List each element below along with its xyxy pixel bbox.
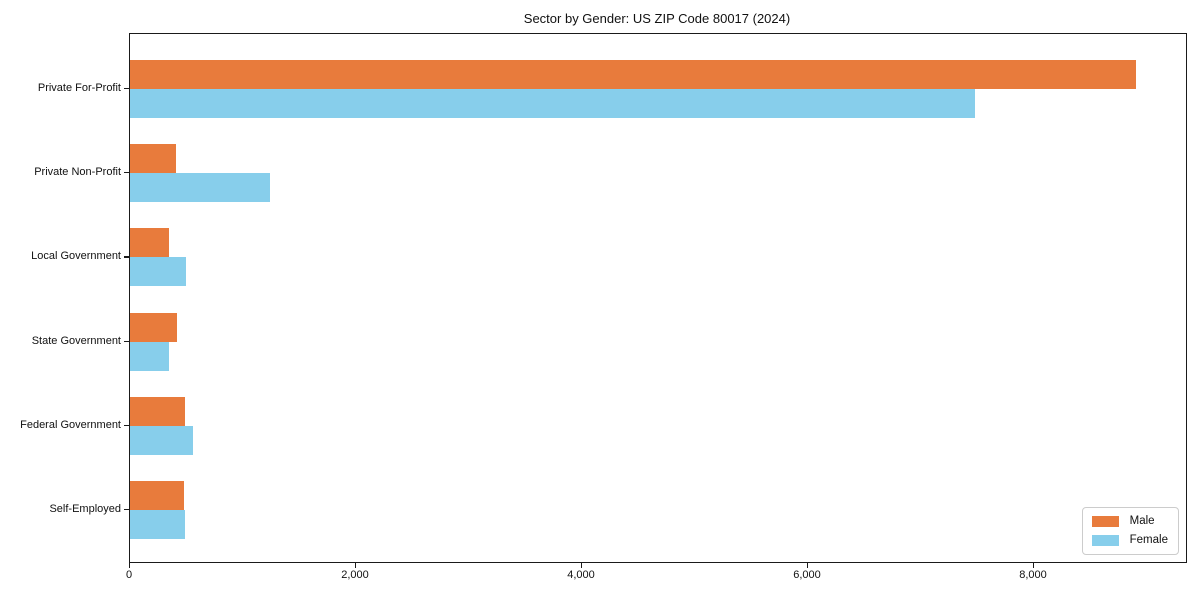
legend-item-male: Male <box>1091 515 1168 528</box>
x-tick-label-4000: 4,000 <box>567 569 595 581</box>
y-tick-mark <box>124 172 129 174</box>
bar-male-federal-government <box>130 396 186 426</box>
legend-label-female: Female <box>1129 534 1168 546</box>
legend-swatch-male-icon <box>1091 516 1119 527</box>
y-tick-label-state-government: State Government <box>31 334 121 347</box>
bar-female-local-government <box>130 257 186 287</box>
y-tick-label-federal-government: Federal Government <box>20 418 121 431</box>
bar-male-local-government <box>130 228 169 258</box>
bar-female-private-non-profit <box>130 173 271 203</box>
bar-male-private-for-profit <box>130 60 1136 89</box>
bar-female-self-employed <box>130 510 186 539</box>
y-tick-mark <box>124 509 129 511</box>
legend-label-male: Male <box>1129 515 1155 527</box>
x-tick-mark <box>129 563 131 568</box>
y-tick-label-private-non-profit: Private Non-Profit <box>34 166 121 179</box>
y-tick-mark <box>124 88 129 90</box>
y-tick-mark <box>124 424 129 427</box>
x-tick-mark <box>355 563 357 568</box>
bar-female-state-government <box>130 341 169 371</box>
bar-male-state-government <box>130 312 177 342</box>
x-tick-label-6000: 6,000 <box>793 569 821 581</box>
legend: Male Female <box>1081 507 1179 555</box>
x-tick-label-8000: 8,000 <box>1019 569 1047 581</box>
y-tick-label-self-employed: Self-Employed <box>49 503 121 515</box>
x-tick-mark <box>807 563 809 568</box>
y-tick-mark <box>124 340 129 342</box>
bar-female-federal-government <box>130 425 194 455</box>
plot-area: Male Female <box>129 33 1187 563</box>
bar-male-self-employed <box>130 481 184 510</box>
y-tick-mark <box>124 256 129 258</box>
chart-title: Sector by Gender: US ZIP Code 80017 (202… <box>523 11 791 26</box>
legend-item-female: Female <box>1091 534 1168 547</box>
y-tick-label-private-for-profit: Private For-Profit <box>37 82 121 94</box>
bar-male-private-non-profit <box>130 144 177 174</box>
y-tick-label-local-government: Local Government <box>31 250 121 263</box>
x-tick-label-0: 0 <box>125 569 133 581</box>
bar-female-private-for-profit <box>130 89 976 118</box>
legend-swatch-female-icon <box>1091 535 1119 546</box>
x-tick-mark <box>581 563 583 568</box>
x-tick-mark <box>1033 563 1035 568</box>
x-tick-label-2000: 2,000 <box>341 569 369 581</box>
